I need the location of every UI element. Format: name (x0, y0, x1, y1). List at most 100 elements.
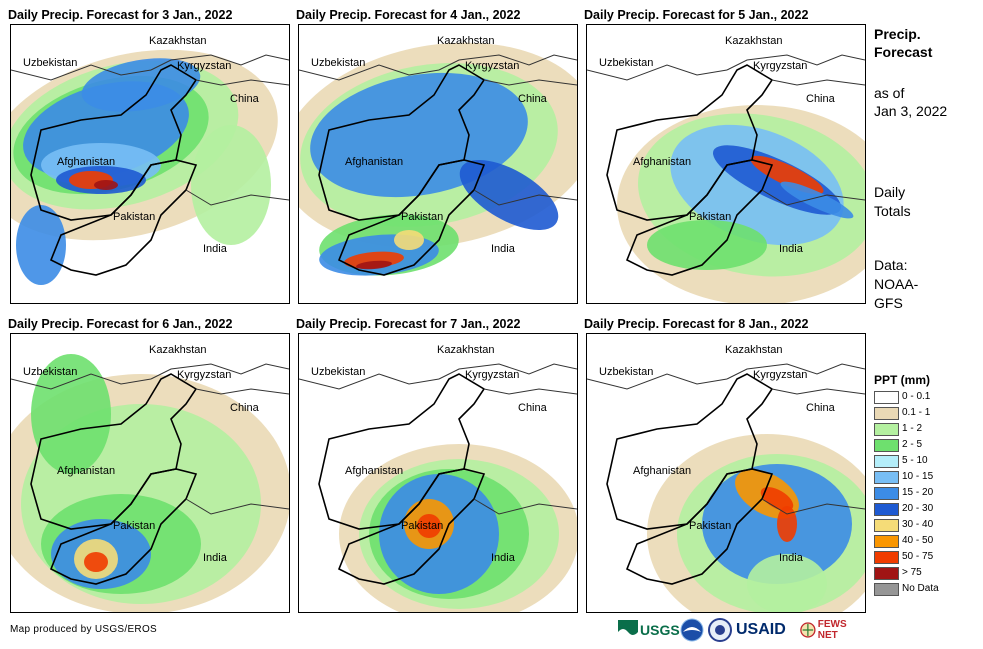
country-label-afghanistan: Afghanistan (633, 465, 692, 477)
country-border (587, 373, 728, 390)
data-source-line2: NOAA- (874, 276, 919, 292)
country-label-uzbekistan: Uzbekistan (599, 366, 654, 378)
legend-title: PPT (mm) (874, 373, 931, 387)
country-border (438, 54, 577, 71)
precip-field (587, 54, 865, 303)
country-border (761, 189, 865, 206)
country-label-kazakhstan: Kazakhstan (149, 344, 207, 356)
precip-field (11, 354, 289, 612)
legend-swatch (874, 407, 899, 420)
legend-swatch (874, 583, 899, 596)
legend-swatch (874, 455, 899, 468)
country-border (625, 468, 774, 585)
country-border (299, 64, 440, 81)
legend-label: > 75 (902, 567, 922, 578)
panel-title: Daily Precip. Forecast for 8 Jan., 2022 (584, 317, 809, 331)
country-label-afghanistan: Afghanistan (345, 465, 404, 477)
panel-title: Daily Precip. Forecast for 5 Jan., 2022 (584, 8, 809, 22)
precip-area (394, 230, 424, 250)
commerce-seal (708, 616, 734, 644)
data-source-line3: GFS (874, 295, 903, 311)
country-border (761, 498, 865, 515)
country-label-kyrgyzstan: Kyrgyzstan (177, 369, 232, 381)
precip-map: Kazakhstan Uzbekistan Kyrgyzstan China Afgha… (10, 24, 290, 304)
usaid-logo-text: USAID (736, 621, 786, 638)
usgs-logo-text: USGS (640, 622, 680, 638)
country-label-kazakhstan: Kazakhstan (437, 344, 495, 356)
legend-swatch (874, 471, 899, 484)
country-border (483, 79, 577, 86)
country-label-afghanistan: Afghanistan (633, 156, 692, 168)
precip-area (16, 205, 66, 285)
country-border (11, 64, 152, 81)
legend-swatch (874, 439, 899, 452)
legend-label: 50 - 75 (902, 551, 934, 562)
country-border (625, 159, 774, 276)
panel-title: Daily Precip. Forecast for 6 Jan., 2022 (8, 317, 233, 331)
country-label-kazakhstan: Kazakhstan (437, 35, 495, 47)
country-border (318, 373, 486, 530)
noaa-logo (680, 616, 706, 644)
fewsnet-logo-text: FEWS NET (817, 619, 847, 641)
country-label-china: China (806, 93, 835, 105)
precip-map: Kazakhstan Uzbekistan Kyrgyzstan China Afgha… (586, 333, 866, 613)
country-label-kazakhstan: Kazakhstan (725, 344, 783, 356)
legend-swatch (874, 423, 899, 436)
country-border (606, 64, 774, 221)
country-label-pakistan: Pakistan (401, 520, 444, 532)
country-label-china: China (230, 93, 259, 105)
data-source-line1: Data: (874, 257, 908, 273)
country-label-kyrgyzstan: Kyrgyzstan (177, 60, 232, 72)
country-label-pakistan: Pakistan (113, 520, 156, 532)
country-border (318, 64, 486, 221)
legend-label: 10 - 15 (902, 471, 934, 482)
legend-swatch (874, 503, 899, 516)
country-border (11, 373, 152, 390)
country-border (483, 388, 577, 395)
country-border (185, 189, 289, 206)
country-label-uzbekistan: Uzbekistan (23, 366, 78, 378)
country-border (606, 373, 774, 530)
legend-swatch (874, 487, 899, 500)
precip-area (760, 487, 794, 511)
legend-swatch (874, 535, 899, 548)
precip-area (94, 180, 118, 190)
legend-swatch (874, 391, 899, 404)
precip-area (747, 554, 827, 612)
country-label-afghanistan: Afghanistan (345, 156, 404, 168)
country-label-afghanistan: Afghanistan (57, 156, 116, 168)
precip-map: Kazakhstan Uzbekistan Kyrgyzstan China Afgha… (10, 333, 290, 613)
country-label-china: China (518, 93, 547, 105)
country-label-kyrgyzstan: Kyrgyzstan (753, 60, 808, 72)
logo-strip: USGS USAID FEWS NET (618, 616, 863, 644)
country-border (150, 363, 289, 380)
side-title-line1: Precip. (874, 26, 921, 42)
totals-line1: Daily (874, 184, 906, 200)
country-label-china: China (806, 402, 835, 414)
precip-map: Kazakhstan Uzbekistan Kyrgyzstan China Afgha… (586, 24, 866, 304)
usgs-logo: USGS (618, 616, 680, 644)
precip-map: Kazakhstan Uzbekistan Kyrgyzstan China Afgha… (298, 24, 578, 304)
precip-field (299, 363, 577, 612)
legend-swatch (874, 551, 899, 564)
legend-label: 1 - 2 (902, 423, 923, 434)
country-label-uzbekistan: Uzbekistan (599, 57, 654, 69)
panel-title: Daily Precip. Forecast for 3 Jan., 2022 (8, 8, 233, 22)
legend-label: 0.1 - 1 (902, 407, 931, 418)
map-credit: Map produced by USGS/EROS (10, 624, 158, 635)
country-border (473, 189, 577, 206)
precip-field (11, 49, 289, 285)
country-border (299, 373, 440, 390)
country-border (771, 388, 865, 395)
country-border (150, 54, 289, 71)
precip-field (587, 363, 865, 612)
country-label-pakistan: Pakistan (113, 211, 156, 223)
precip-area (459, 160, 559, 230)
precip-area (356, 260, 392, 270)
precip-area (417, 514, 441, 538)
panel-title: Daily Precip. Forecast for 7 Jan., 2022 (296, 317, 521, 331)
country-label-india: India (491, 552, 515, 564)
country-label-kyrgyzstan: Kyrgyzstan (465, 60, 520, 72)
seal-icon (708, 618, 732, 642)
totals-line2: Totals (874, 203, 911, 219)
